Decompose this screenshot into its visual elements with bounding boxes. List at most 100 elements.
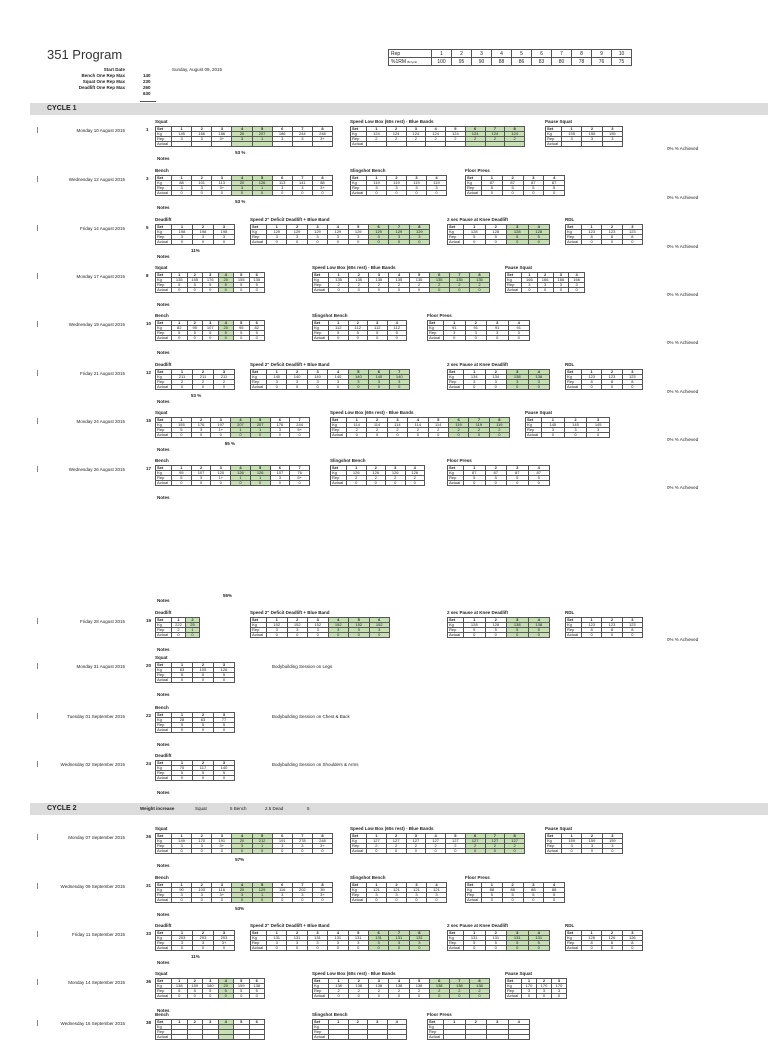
actual-cell[interactable]: 0 <box>230 480 251 486</box>
actual-cell[interactable]: 0 <box>192 727 214 733</box>
actual-cell[interactable]: 0 <box>386 897 407 903</box>
actual-cell[interactable]: 0 <box>486 335 509 341</box>
actual-cell[interactable]: 0 <box>404 480 425 486</box>
actual-cell[interactable]: 0 <box>601 945 623 951</box>
actual-cell[interactable]: 0 <box>601 239 623 245</box>
actual-cell[interactable]: 0 <box>186 335 203 341</box>
actual-cell[interactable]: 0 <box>621 384 644 390</box>
actual-cell[interactable]: 0 <box>233 287 250 293</box>
actual-cell[interactable]: 0 <box>463 480 486 486</box>
actual-cell[interactable]: 0 <box>230 432 251 438</box>
actual-cell[interactable]: 0 <box>522 190 545 196</box>
actual-cell[interactable]: 0 <box>484 848 506 854</box>
actual-cell[interactable]: 0 <box>186 993 203 999</box>
actual-cell[interactable]: 0 <box>563 432 588 438</box>
actual-cell[interactable]: 0 <box>192 945 214 951</box>
actual-cell[interactable]: 0 <box>501 190 524 196</box>
actual-cell[interactable] <box>328 1034 349 1040</box>
actual-cell[interactable]: 0 <box>171 432 192 438</box>
actual-cell[interactable]: 0 <box>484 480 507 486</box>
actual-cell[interactable]: 0 <box>521 287 538 293</box>
actual-cell[interactable]: 0 <box>291 848 313 854</box>
actual-cell[interactable] <box>443 1034 466 1040</box>
actual-cell[interactable]: 0 <box>289 480 310 486</box>
actual-cell[interactable]: 0 <box>265 945 288 951</box>
actual-cell[interactable]: 0 <box>327 239 349 245</box>
actual-cell[interactable]: 0 <box>248 335 265 341</box>
actual-cell[interactable]: 0 <box>464 335 487 341</box>
actual-cell[interactable]: 0 <box>348 993 370 999</box>
actual-cell[interactable]: 0 <box>388 945 410 951</box>
actual-cell[interactable]: 0 <box>210 480 232 486</box>
actual-cell[interactable]: 0 <box>580 239 603 245</box>
actual-cell[interactable] <box>251 141 273 147</box>
actual-cell[interactable]: 0 <box>488 432 511 438</box>
actual-cell[interactable]: 0 <box>568 287 585 293</box>
actual-cell[interactable]: 0 <box>367 945 390 951</box>
actual-cell[interactable] <box>560 141 583 147</box>
actual-cell[interactable]: 0 <box>527 384 550 390</box>
actual-cell[interactable]: 0 <box>170 190 193 196</box>
actual-cell[interactable]: 0 <box>543 190 565 196</box>
actual-cell[interactable]: 0 <box>311 897 334 903</box>
actual-cell[interactable] <box>231 141 253 147</box>
actual-cell[interactable]: 0 <box>289 432 310 438</box>
actual-cell[interactable]: 0 <box>443 335 466 341</box>
actual-cell[interactable]: 0 <box>481 190 503 196</box>
actual-cell[interactable]: 0 <box>213 775 235 781</box>
actual-cell[interactable]: 0 <box>202 993 219 999</box>
actual-cell[interactable]: 0 <box>507 335 530 341</box>
actual-cell[interactable] <box>248 1034 265 1040</box>
actual-cell[interactable]: 0 <box>527 480 550 486</box>
actual-cell[interactable]: 0 <box>192 775 214 781</box>
actual-cell[interactable] <box>171 1034 188 1040</box>
actual-cell[interactable]: 0 <box>551 993 567 999</box>
actual-cell[interactable]: 0 <box>202 287 219 293</box>
actual-cell[interactable]: 0 <box>327 384 349 390</box>
actual-cell[interactable]: 0 <box>171 993 188 999</box>
actual-cell[interactable]: 0 <box>407 432 429 438</box>
actual-cell[interactable]: 0 <box>327 993 350 999</box>
actual-cell[interactable] <box>202 1034 219 1040</box>
actual-cell[interactable]: 0 <box>346 480 367 486</box>
actual-cell[interactable]: 0 <box>185 632 200 638</box>
actual-cell[interactable]: 0 <box>269 480 291 486</box>
actual-cell[interactable]: 0 <box>217 993 234 999</box>
actual-cell[interactable]: 0 <box>468 993 491 999</box>
actual-cell[interactable]: 0 <box>291 897 313 903</box>
actual-cell[interactable]: 0 <box>621 945 644 951</box>
actual-cell[interactable]: 0 <box>368 384 390 390</box>
actual-cell[interactable]: 0 <box>311 190 334 196</box>
actual-cell[interactable]: 0 <box>406 897 427 903</box>
actual-cell[interactable]: 0 <box>428 287 450 293</box>
actual-cell[interactable]: 0 <box>231 190 253 196</box>
actual-cell[interactable]: 0 <box>388 384 411 390</box>
actual-cell[interactable]: 0 <box>506 239 529 245</box>
actual-cell[interactable]: 0 <box>601 384 623 390</box>
actual-cell[interactable]: 0 <box>426 897 447 903</box>
actual-cell[interactable]: 0 <box>504 848 525 854</box>
actual-cell[interactable] <box>291 141 313 147</box>
actual-cell[interactable]: 0 <box>171 239 193 245</box>
actual-cell[interactable]: 0 <box>368 632 390 638</box>
actual-cell[interactable] <box>504 141 525 147</box>
actual-cell[interactable]: 0 <box>580 384 603 390</box>
actual-cell[interactable]: 0 <box>408 287 430 293</box>
actual-cell[interactable] <box>386 1034 407 1040</box>
actual-cell[interactable]: 0 <box>170 848 193 854</box>
actual-cell[interactable]: 0 <box>191 897 213 903</box>
actual-cell[interactable]: 0 <box>536 993 552 999</box>
actual-cell[interactable]: 0 <box>385 848 407 854</box>
actual-cell[interactable] <box>445 141 466 147</box>
actual-cell[interactable]: 0 <box>192 677 214 683</box>
actual-cell[interactable]: 0 <box>388 993 410 999</box>
actual-cell[interactable]: 0 <box>286 945 308 951</box>
actual-cell[interactable]: 0 <box>427 432 449 438</box>
actual-cell[interactable]: 0 <box>484 239 507 245</box>
actual-cell[interactable] <box>464 1034 487 1040</box>
actual-cell[interactable]: 0 <box>506 384 529 390</box>
actual-cell[interactable]: 0 <box>543 897 565 903</box>
actual-cell[interactable]: 0 <box>286 239 308 245</box>
actual-cell[interactable] <box>484 141 506 147</box>
actual-cell[interactable]: 0 <box>327 632 349 638</box>
